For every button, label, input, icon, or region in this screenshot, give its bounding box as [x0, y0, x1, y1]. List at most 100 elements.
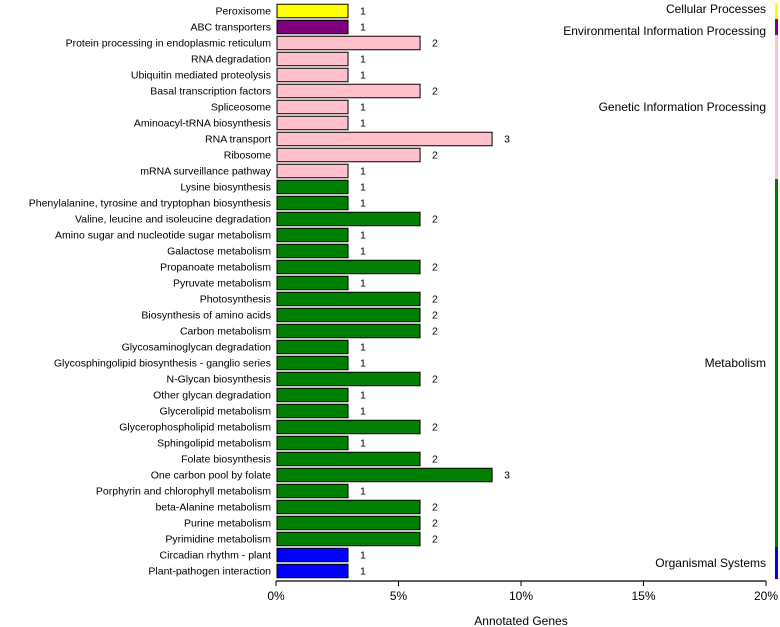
bar: [276, 467, 493, 483]
bar: [276, 435, 349, 451]
category-label: Circadian rhythm - plant: [160, 550, 272, 562]
category-label: Porphyrin and chlorophyll metabolism: [96, 486, 271, 498]
group-label: Metabolism: [705, 356, 766, 370]
category-label: Other glycan degradation: [153, 390, 271, 402]
category-label: Spliceosome: [211, 102, 271, 114]
group-color-strip: [775, 547, 778, 579]
bar: [276, 35, 421, 51]
category-label: RNA degradation: [191, 54, 271, 66]
bar-value-label: 3: [504, 134, 510, 146]
category-label: Sphingolipid metabolism: [157, 438, 271, 450]
bar-value-label: 1: [360, 566, 366, 578]
bar: [276, 195, 349, 211]
bar-value-label: 1: [360, 70, 366, 82]
category-label: Valine, leucine and isoleucine degradati…: [75, 214, 271, 226]
category-label: Ubiquitin mediated proteolysis: [131, 70, 271, 82]
bar-value-label: 1: [360, 102, 366, 114]
bar: [276, 275, 349, 291]
bar-value-label: 1: [360, 486, 366, 498]
category-label: Lysine biosynthesis: [180, 182, 271, 194]
bar-value-label: 2: [432, 422, 438, 434]
category-label: Photosynthesis: [200, 294, 271, 306]
category-label: Glycosphingolipid biosynthesis - ganglio…: [54, 358, 271, 370]
bar-value-label: 2: [432, 262, 438, 274]
bar: [276, 83, 421, 99]
bar-value-label: 2: [432, 310, 438, 322]
bar: [276, 515, 421, 531]
bar-value-label: 1: [360, 438, 366, 450]
bar-value-label: 1: [360, 246, 366, 258]
category-label: Folate biosynthesis: [181, 454, 271, 466]
bar: [276, 323, 421, 339]
group-label: Genetic Information Processing: [599, 100, 766, 114]
bar: [276, 307, 421, 323]
bar: [276, 419, 421, 435]
x-axis-title: Annotated Genes: [474, 614, 567, 627]
group-color-strip: [775, 3, 778, 19]
category-label: Glycerolipid metabolism: [160, 406, 272, 418]
bar: [276, 499, 421, 515]
group-color-strip: [775, 19, 778, 35]
bar: [276, 371, 421, 387]
category-label: N-Glycan biosynthesis: [167, 374, 271, 386]
category-label: mRNA surveillance pathway: [140, 166, 271, 178]
bar-value-label: 1: [360, 166, 366, 178]
category-label: ABC transporters: [190, 22, 271, 34]
bar-value-label: 1: [360, 22, 366, 34]
bar: [276, 131, 493, 147]
category-label: Galactose metabolism: [167, 246, 271, 258]
bar-value-label: 2: [432, 326, 438, 338]
category-label: RNA transport: [205, 134, 271, 146]
bar: [276, 147, 421, 163]
bar: [276, 483, 349, 499]
bar-value-label: 1: [360, 118, 366, 130]
bar-value-label: 1: [360, 342, 366, 354]
bar: [276, 243, 349, 259]
category-label: Pyrimidine metabolism: [165, 534, 271, 546]
group-label: Cellular Processes: [666, 2, 766, 16]
category-label: Phenylalanine, tyrosine and tryptophan b…: [29, 198, 271, 210]
bar: [276, 547, 349, 563]
category-label: Protein processing in endoplasmic reticu…: [66, 38, 272, 50]
bar: [276, 291, 421, 307]
bar: [276, 51, 349, 67]
bar-value-label: 1: [360, 230, 366, 242]
group-label: Organismal Systems: [655, 556, 766, 570]
bar-value-label: 1: [360, 390, 366, 402]
bar: [276, 163, 349, 179]
bar-value-label: 2: [432, 294, 438, 306]
bar: [276, 339, 349, 355]
bar-value-label: 1: [360, 550, 366, 562]
bar-value-label: 2: [432, 518, 438, 530]
bar: [276, 67, 349, 83]
category-label: Purine metabolism: [184, 518, 271, 530]
bar: [276, 211, 421, 227]
category-label: Basal transcription factors: [150, 86, 271, 98]
bar-value-label: 1: [360, 6, 366, 18]
bar-value-label: 2: [432, 454, 438, 466]
x-tick-label: 10%: [509, 589, 533, 603]
bar: [276, 387, 349, 403]
category-label: Ribosome: [224, 150, 271, 162]
category-label: Peroxisome: [216, 6, 272, 18]
bar: [276, 19, 349, 35]
bar-value-label: 1: [360, 182, 366, 194]
bar-value-label: 1: [360, 406, 366, 418]
bars-layer: Peroxisome 1 ABC transporters 1 Protein proc…: [29, 3, 510, 579]
category-label: One carbon pool by folate: [151, 470, 271, 482]
category-label: Amino sugar and nucleotide sugar metabol…: [55, 230, 271, 242]
bar-value-label: 2: [432, 38, 438, 50]
x-tick-label: 15%: [631, 589, 655, 603]
x-tick-label: 20%: [754, 589, 778, 603]
category-label: beta-Alanine metabolism: [155, 502, 271, 514]
category-label: Pyruvate metabolism: [173, 278, 271, 290]
bar: [276, 451, 421, 467]
group-annotations: Cellular Processes Environmental Informat…: [563, 2, 778, 579]
bar: [276, 355, 349, 371]
category-label: Glycosaminoglycan degradation: [122, 342, 272, 354]
bar-value-label: 2: [432, 502, 438, 514]
bar: [276, 3, 349, 19]
category-label: Plant-pathogen interaction: [148, 566, 271, 578]
x-axis: 0% 5% 10% 15% 20%: [267, 580, 778, 603]
